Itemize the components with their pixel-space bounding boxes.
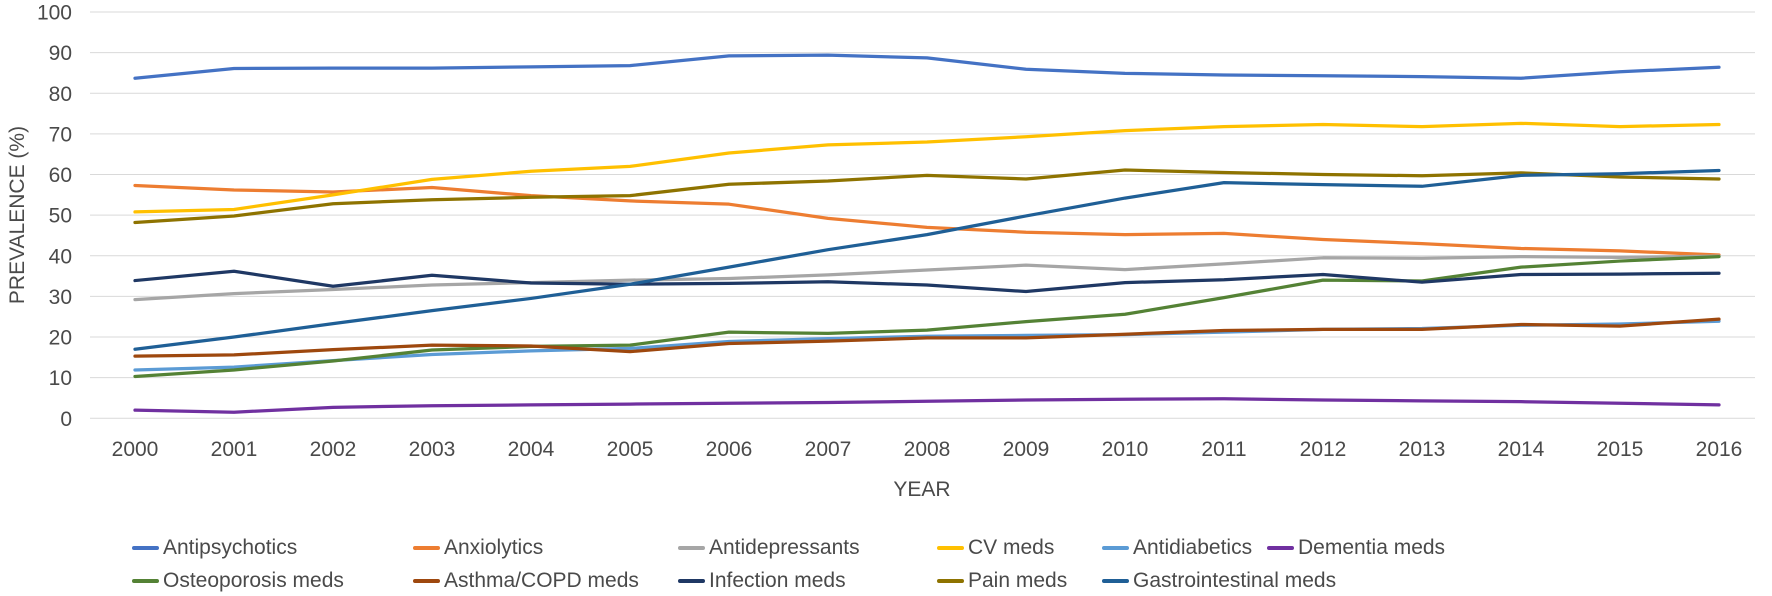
x-tick-label: 2012: [1300, 438, 1347, 461]
x-tick-label: 2003: [409, 438, 456, 461]
x-tick-label: 2007: [805, 438, 852, 461]
series-line-cv-meds: [133, 121, 1721, 214]
x-tick-label: 2002: [310, 438, 357, 461]
series-line-infection-meds: [133, 269, 1721, 294]
y-tick-label: 0: [60, 408, 72, 431]
series-line-dementia-meds: [133, 397, 1721, 414]
x-tick-label: 2016: [1696, 438, 1743, 461]
series-line-anxiolytics: [133, 183, 1721, 257]
x-tick-label: 2008: [904, 438, 951, 461]
x-tick-label: 2005: [607, 438, 654, 461]
y-tick-label: 100: [37, 2, 72, 25]
y-tick-label: 30: [49, 286, 72, 309]
series-line-antidepressants: [133, 254, 1721, 302]
series-line-antipsychotics: [133, 53, 1721, 80]
x-tick-label: 2006: [706, 438, 753, 461]
x-tick-label: 2004: [508, 438, 555, 461]
x-tick-label: 2000: [112, 438, 159, 461]
y-tick-label: 20: [49, 327, 72, 350]
x-tick-label: 2001: [211, 438, 258, 461]
y-tick-label: 90: [49, 42, 72, 65]
series-line-pain-meds: [133, 168, 1721, 225]
x-tick-label: 2011: [1201, 438, 1246, 461]
x-tick-label: 2009: [1003, 438, 1050, 461]
x-tick-label: 2013: [1399, 438, 1446, 461]
y-tick-label: 40: [49, 245, 72, 268]
y-tick-label: 80: [49, 83, 72, 106]
x-tick-label: 2014: [1498, 438, 1545, 461]
y-axis-title: PREVALENCE (%): [6, 126, 29, 304]
y-tick-label: 50: [49, 205, 72, 228]
x-tick-label: 2015: [1597, 438, 1644, 461]
x-axis-title: YEAR: [893, 478, 950, 501]
series-line-asthma-copd-meds: [133, 317, 1721, 358]
series-line-gastrointestinal-meds: [133, 168, 1721, 351]
series-line-osteoporosis-meds: [133, 254, 1721, 379]
x-tick-label: 2010: [1102, 438, 1149, 461]
y-tick-label: 10: [49, 367, 72, 390]
y-tick-label: 70: [49, 123, 72, 146]
y-tick-label: 60: [49, 164, 72, 187]
